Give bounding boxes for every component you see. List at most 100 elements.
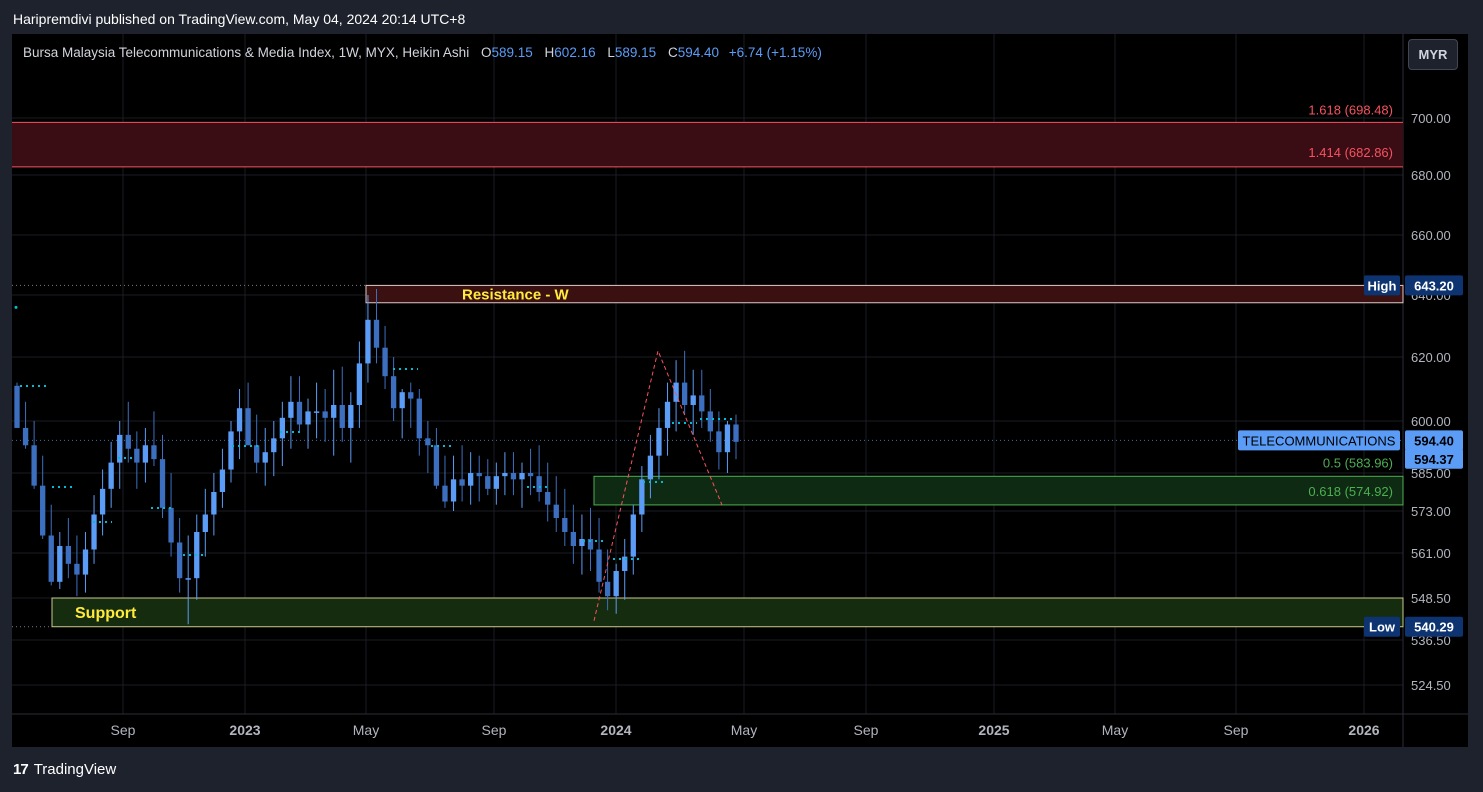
candle-body: [656, 427, 662, 456]
publisher-line: Haripremdivi published on TradingView.co…: [13, 11, 466, 27]
high-price-badge-bg: [1405, 275, 1463, 296]
fib-label-0618: 0.618 (574.92): [1308, 484, 1393, 499]
x-tick-label: Sep: [482, 722, 507, 738]
prev-price-badge: 594.37: [1414, 452, 1454, 467]
candle-body: [356, 363, 363, 405]
candle-body: [579, 539, 585, 546]
candle-body: [570, 532, 577, 546]
candle-body: [630, 514, 636, 557]
candle-body: [425, 438, 431, 446]
candle-body: [390, 376, 397, 409]
chart-canvas[interactable]: 1.618 (698.48) 1.414 (682.86) 0.5 (583.96)…: [12, 34, 1468, 747]
close-label: C: [667, 45, 678, 60]
x-tick-label: Sep: [854, 722, 879, 738]
candle-body: [553, 504, 559, 518]
change-value: +6.74 (+1.15%): [728, 45, 822, 60]
candle-body: [262, 452, 268, 463]
candle-body: [134, 448, 140, 463]
candle-body: [536, 476, 542, 492]
high-name-badge-bg: [1364, 275, 1400, 296]
candle-body: [151, 445, 157, 460]
candle-body: [510, 473, 517, 480]
close-value: 594.40: [677, 45, 719, 60]
x-tick-label: May: [353, 722, 379, 738]
x-tick-label: 2023: [229, 722, 260, 738]
candle-body: [65, 546, 72, 564]
candle-body: [99, 488, 106, 515]
y-tick-label: 680.00: [1411, 168, 1451, 183]
candle-body: [373, 319, 380, 348]
candle-body: [348, 405, 354, 428]
candle-body: [382, 347, 388, 377]
currency-button[interactable]: MYR: [1408, 39, 1458, 70]
candle-body: [142, 445, 149, 463]
brand-name: TradingView: [33, 761, 117, 778]
support-zone: [51, 597, 1404, 628]
low-name-badge: Low: [1369, 620, 1396, 635]
candle-body: [228, 431, 234, 470]
candle-body: [716, 431, 722, 453]
candle-body: [185, 578, 191, 580]
candle-body: [22, 427, 29, 446]
candle-body: [502, 473, 508, 477]
candle-body: [681, 382, 688, 405]
y-tick-label: 620.00: [1411, 350, 1451, 365]
candle-body: [31, 445, 37, 486]
candle-body: [40, 485, 46, 536]
tradingview-logo[interactable]: 17 TradingView: [13, 761, 116, 778]
candle-body: [176, 542, 183, 579]
chart-legend: Bursa Malaysia Telecommunications & Medi…: [23, 45, 822, 60]
x-tick-label: Sep: [111, 722, 136, 738]
candle-body: [724, 424, 731, 453]
high-name-badge: High: [1368, 278, 1397, 293]
candle-body: [673, 382, 679, 402]
candle-body: [117, 434, 123, 463]
candle-body: [313, 411, 320, 413]
open-value: 589.15: [491, 45, 533, 60]
fib-retracement-zone: [593, 475, 1404, 506]
candle-body: [587, 539, 594, 550]
candle-body: [331, 405, 337, 418]
candle-body: [82, 549, 89, 575]
candle-body: [733, 424, 739, 442]
candle-body: [604, 581, 611, 597]
last-price-badge: 594.40: [1414, 433, 1454, 448]
fib-swing-line: [593, 349, 723, 621]
candle-body: [271, 438, 277, 453]
candle-body: [288, 401, 294, 418]
candle-body: [639, 479, 645, 515]
symbol-name-badge: TELECOMMUNICATIONS: [1243, 433, 1396, 448]
candle-body: [399, 392, 405, 409]
candle-body: [159, 459, 166, 508]
candle-body: [485, 476, 491, 489]
candle-body: [519, 473, 525, 480]
candle-body: [459, 479, 465, 486]
y-tick-label: 524.50: [1411, 678, 1451, 693]
high-value: 602.16: [554, 45, 596, 60]
x-tick-label: May: [731, 722, 757, 738]
chart-area[interactable]: 1.618 (698.48) 1.414 (682.86) 0.5 (583.96)…: [12, 34, 1468, 747]
candle-body: [622, 556, 628, 571]
low-label: L: [607, 45, 615, 60]
fib-label-1414: 1.414 (682.86): [1308, 145, 1393, 160]
candle-body: [365, 319, 371, 364]
candle-body: [468, 473, 474, 486]
candle-body: [476, 473, 482, 477]
candle-body: [493, 476, 499, 489]
support-label: Support: [75, 605, 137, 622]
symbol-name-badge-bg: [1238, 430, 1400, 451]
symbol-description: Bursa Malaysia Telecommunications & Medi…: [23, 45, 470, 60]
fib-label-1618: 1.618 (698.48): [1308, 102, 1393, 117]
resistance-label: Resistance - W: [462, 286, 570, 303]
x-tick-label: Sep: [1224, 722, 1249, 738]
tradingview-mark-icon: 17: [13, 761, 29, 778]
candle-body: [527, 473, 534, 477]
candle-body: [690, 395, 696, 405]
high-label: H: [544, 45, 555, 60]
x-tick-label: 2025: [978, 722, 1009, 738]
last-price-badge-bg: [1405, 430, 1463, 451]
candle-body: [108, 462, 114, 489]
candle-body: [647, 455, 654, 480]
candle-body: [562, 518, 568, 532]
candle-body: [168, 507, 174, 543]
